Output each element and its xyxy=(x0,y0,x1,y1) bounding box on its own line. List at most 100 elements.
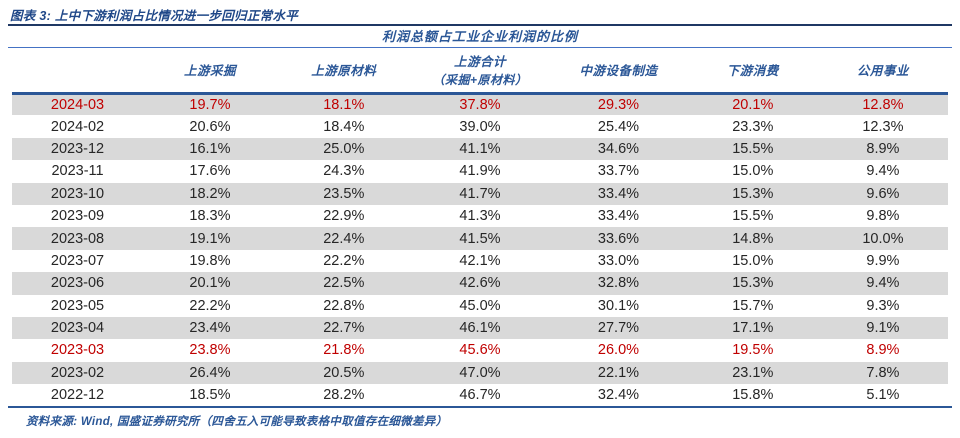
col-header-sublabel: （采掘+原材料） xyxy=(432,73,528,88)
row-value: 18.4% xyxy=(323,118,365,135)
row-value: 41.3% xyxy=(459,208,501,225)
row-value: 22.8% xyxy=(323,297,365,314)
row-value: 15.0% xyxy=(732,163,774,180)
row-value: 42.6% xyxy=(410,272,550,295)
row-value: 18.3% xyxy=(189,208,231,225)
table-row: 2023-08 19.1% 22.4% 41.5% 33.6% 14.8% 10.0% xyxy=(12,227,948,250)
row-value: 15.3% xyxy=(687,182,818,205)
row-value: 23.3% xyxy=(732,118,774,135)
row-date: 2023-11 xyxy=(51,163,104,180)
row-value: 26.0% xyxy=(597,342,640,359)
table-header-row: 上游采掘 上游原材料 上游合计 （采掘+原材料） 中游设备制造 下游消费 公用事… xyxy=(12,48,948,95)
row-value: 22.5% xyxy=(276,272,411,295)
row-value: 20.6% xyxy=(189,118,231,135)
row-value: 12.3% xyxy=(862,118,904,135)
row-value: 45.6% xyxy=(459,342,501,359)
source-note-row: 资料来源: Wind, 国盛证券研究所（四舍五入可能导致表格中取值存在细微差异） xyxy=(0,408,960,430)
row-value: 15.0% xyxy=(732,252,774,269)
row-value: 9.3% xyxy=(866,297,900,314)
row-value: 23.1% xyxy=(687,361,818,385)
row-value: 15.3% xyxy=(687,272,818,295)
row-date: 2023-05 xyxy=(50,297,105,314)
row-value: 18.1% xyxy=(276,93,411,116)
row-value: 42.1% xyxy=(459,252,501,269)
table-row: 2023-05 22.2% 22.8% 45.0% 30.1% 15.7% 9.3% xyxy=(12,295,948,317)
table-row: 2023-03 23.8% 21.8% 45.6% 26.0% 19.5% 8.9% xyxy=(12,339,948,361)
row-value: 22.1% xyxy=(549,361,688,385)
row-value: 32.8% xyxy=(549,272,688,295)
col-header-label: 公用事业 xyxy=(856,64,909,79)
caption-divider-rule xyxy=(8,24,952,26)
table-row: 2023-06 20.1% 22.5% 42.6% 32.8% 15.3% 9.4% xyxy=(12,272,948,295)
row-value: 25.4% xyxy=(597,118,640,135)
table-header: 上游采掘 上游原材料 上游合计 （采掘+原材料） 中游设备制造 下游消费 公用事… xyxy=(12,48,948,95)
row-value: 21.8% xyxy=(323,342,365,359)
source-note: 资料来源: Wind, 国盛证券研究所（四舍五入可能导致表格中取值存在细微差异） xyxy=(26,416,448,429)
row-value: 10.0% xyxy=(817,227,948,250)
row-date: 2023-09 xyxy=(50,208,105,225)
row-value: 41.9% xyxy=(459,163,501,180)
table-row: 2022-12 18.5% 28.2% 46.7% 32.4% 15.8% 5.1% xyxy=(12,384,948,406)
row-value: 12.8% xyxy=(817,93,948,116)
col-header-utilities: 公用事业 xyxy=(817,48,948,95)
figure-caption: 图表 3: 上中下游利润占比情况进一步回归正常水平 xyxy=(10,9,299,23)
row-value: 23.8% xyxy=(189,342,231,359)
row-value: 9.4% xyxy=(866,163,900,180)
row-value: 9.1% xyxy=(817,316,948,340)
row-value: 33.0% xyxy=(597,252,640,269)
profit-share-table: 上游采掘 上游原材料 上游合计 （采掘+原材料） 中游设备制造 下游消费 公用事… xyxy=(12,48,948,406)
row-value: 24.3% xyxy=(323,163,365,180)
row-value: 27.7% xyxy=(549,316,688,340)
row-date: 2023-03 xyxy=(50,342,105,359)
col-header-label: 中游设备制造 xyxy=(579,64,658,79)
row-date: 2023-06 xyxy=(12,272,144,295)
col-header-label: 上游采掘 xyxy=(183,64,236,79)
row-value: 15.8% xyxy=(732,387,774,404)
row-value: 45.0% xyxy=(459,297,501,314)
row-value: 7.8% xyxy=(817,361,948,385)
row-value: 23.5% xyxy=(276,182,411,205)
row-value: 19.8% xyxy=(189,252,231,269)
row-value: 33.6% xyxy=(549,227,688,250)
col-header-label: 上游合计 xyxy=(453,55,506,70)
row-value: 8.9% xyxy=(817,137,948,161)
row-date: 2022-12 xyxy=(50,387,105,404)
row-value: 41.7% xyxy=(410,182,550,205)
table-row: 2023-07 19.8% 22.2% 42.1% 33.0% 15.0% 9.9% xyxy=(12,250,948,272)
row-date: 2023-07 xyxy=(50,252,105,269)
row-value: 33.4% xyxy=(597,208,640,225)
row-value: 37.8% xyxy=(410,93,550,116)
row-value: 41.5% xyxy=(410,227,550,250)
row-value: 8.9% xyxy=(866,342,900,359)
row-value: 17.6% xyxy=(189,163,231,180)
row-value: 9.6% xyxy=(817,182,948,205)
row-value: 5.1% xyxy=(866,387,900,404)
table-row: 2023-10 18.2% 23.5% 41.7% 33.4% 15.3% 9.6% xyxy=(12,182,948,205)
row-value: 22.7% xyxy=(276,316,411,340)
row-date: 2023-10 xyxy=(12,182,144,205)
row-value: 22.2% xyxy=(189,297,231,314)
row-value: 46.1% xyxy=(410,316,550,340)
table-row: 2023-04 23.4% 22.7% 46.1% 27.7% 17.1% 9.1% xyxy=(12,316,948,340)
col-header-label: 下游消费 xyxy=(726,64,779,79)
title-divider-rule xyxy=(8,47,952,48)
row-date: 2023-02 xyxy=(12,361,144,385)
date-column-header xyxy=(12,48,144,95)
row-value: 17.1% xyxy=(687,316,818,340)
row-value: 23.4% xyxy=(143,316,277,340)
row-value: 22.2% xyxy=(323,252,365,269)
row-value: 20.5% xyxy=(276,361,411,385)
row-value: 22.9% xyxy=(323,208,365,225)
row-value: 26.4% xyxy=(143,361,277,385)
row-date: 2024-03 xyxy=(12,93,144,116)
table-row: 2023-02 26.4% 20.5% 47.0% 22.1% 23.1% 7.8% xyxy=(12,361,948,385)
row-date: 2024-02 xyxy=(50,118,105,135)
row-value: 18.2% xyxy=(143,182,277,205)
row-value: 9.8% xyxy=(866,208,900,225)
figure-caption-row: 图表 3: 上中下游利润占比情况进一步回归正常水平 xyxy=(0,0,960,24)
col-header-upstream-mining: 上游采掘 xyxy=(143,48,277,95)
row-value: 9.4% xyxy=(817,272,948,295)
row-value: 15.5% xyxy=(732,208,774,225)
row-value: 46.7% xyxy=(459,387,501,404)
